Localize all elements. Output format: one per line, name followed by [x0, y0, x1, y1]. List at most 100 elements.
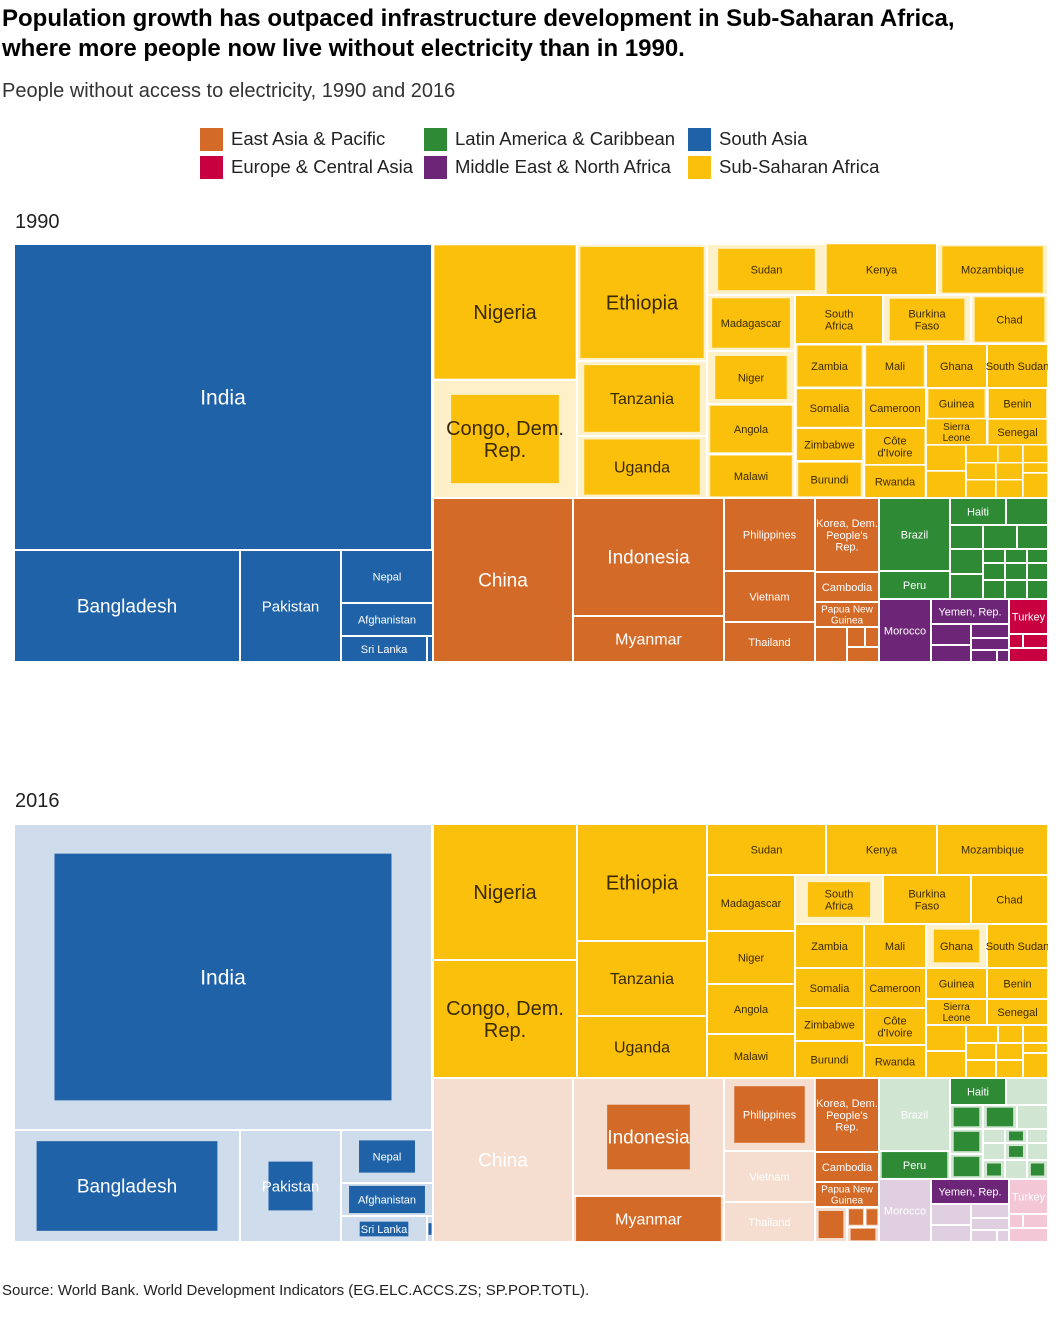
cell-fill-ssa-s1	[927, 445, 965, 471]
label-vietnam: Vietnam	[749, 591, 789, 603]
cell-mena-s5	[970, 1229, 998, 1242]
cell-bg-eca-s1	[1008, 633, 1024, 649]
label-line: Guinea	[831, 1195, 864, 1206]
cell-guinea: Guinea	[925, 967, 988, 1000]
cell-sierra-leone: Sierra Leone	[925, 998, 988, 1026]
label-line: Afghanistan	[358, 614, 416, 626]
label-line: Somalia	[810, 403, 851, 415]
cell-fill-lac-s5	[953, 1131, 980, 1152]
cell-fill-eap-s4	[850, 1228, 876, 1241]
label-line: Myanmar	[615, 1212, 682, 1229]
chart-title: Population growth has outpaced infrastru…	[2, 4, 1052, 64]
cell-morocco: Morocco	[878, 1178, 932, 1242]
cell-lac-s15	[1026, 579, 1048, 600]
cell-bg-ssa-s3	[997, 1024, 1024, 1044]
cell-bg-lac-s10	[982, 562, 1006, 581]
label-cote: Côte d'Ivoire	[877, 435, 912, 459]
cell-korea: Korea, Dem. People's Rep.	[814, 497, 880, 573]
cell-fill-lac-s3	[986, 1107, 1014, 1127]
cell-bg-cote	[863, 1007, 927, 1046]
label-sudan: Sudan	[751, 264, 783, 276]
label-nepal: Nepal	[373, 1151, 402, 1163]
cell-bg-eca-s3	[1008, 1227, 1048, 1242]
label-burkina-faso: Burkina Faso	[908, 888, 946, 912]
cell-bg-ssa-s2	[965, 1024, 999, 1044]
cell-bg-eap-s2	[846, 626, 866, 648]
cell-lac-s15	[1026, 1159, 1048, 1180]
label-line: Faso	[915, 320, 939, 332]
cell-ethiopia: Ethiopia	[576, 824, 708, 942]
cell-afghanistan: Afghanistan	[340, 602, 434, 637]
label-south-sudan: South Sudan	[986, 941, 1048, 953]
label-sri-lanka: Sri Lanka	[361, 1224, 408, 1236]
label-line: South Sudan	[986, 941, 1048, 953]
label-cambodia: Cambodia	[822, 1162, 873, 1174]
cell-bg-lac-s14	[1004, 1159, 1028, 1180]
label-afghanistan: Afghanistan	[358, 1194, 416, 1206]
legend-label: Sub-Saharan Africa	[719, 156, 880, 177]
cell-fill-guinea	[928, 389, 985, 418]
label-line: d'Ivoire	[877, 1027, 912, 1039]
cell-bg-madagascar	[706, 874, 796, 932]
cell-fill-philippines	[734, 1086, 805, 1143]
legend-swatch	[424, 127, 447, 151]
label-line: Yemen, Rep.	[938, 1186, 1001, 1198]
cell-bg-china	[432, 497, 574, 662]
label-line: Ghana	[940, 361, 974, 373]
cell-fill-sudan	[718, 248, 815, 291]
label-senegal: Senegal	[997, 427, 1037, 439]
cell-nepal: Nepal	[340, 549, 434, 604]
cell-burkina-faso: Burkina Faso	[882, 294, 972, 345]
label-mozambique: Mozambique	[961, 844, 1024, 856]
cell-peru: Peru	[878, 1150, 951, 1180]
label-cote: Côte d'Ivoire	[877, 1015, 912, 1039]
cell-pakistan: Pakistan	[239, 549, 342, 662]
label-vietnam: Vietnam	[749, 1171, 789, 1183]
cell-png: Papua New Guinea	[814, 601, 880, 628]
cell-lac-s3	[982, 524, 1018, 550]
label-line: Zambia	[811, 361, 849, 373]
cell-lac-s10	[982, 562, 1006, 581]
label-line: Nepal	[373, 1151, 402, 1163]
cell-eca-s3	[1008, 647, 1048, 662]
cell-sri-lanka: Sri Lanka	[340, 635, 428, 662]
cell-fill-angola	[710, 405, 792, 453]
label-line: Nigeria	[473, 302, 537, 324]
label-line: Burundi	[811, 1054, 849, 1066]
cell-ssa-s11	[1022, 1052, 1048, 1079]
cell-mena-s4	[970, 637, 1010, 651]
cell-bg-eca-s2	[1022, 633, 1048, 649]
label-ghana: Ghana	[940, 941, 974, 953]
label-line: Benin	[1003, 398, 1031, 410]
label-line: Brazil	[901, 529, 929, 541]
label-line: Peru	[903, 1160, 926, 1172]
cell-fill-cote	[865, 428, 925, 465]
label-line: China	[478, 1151, 528, 1172]
cell-india: India	[14, 244, 433, 551]
label-line: Pakistan	[262, 1178, 320, 1195]
label-nigeria: Nigeria	[473, 882, 537, 904]
cell-bg-eca-s3	[1008, 647, 1048, 662]
cell-south-sudan: South Sudan	[986, 923, 1048, 969]
cell-ssa-s4	[1022, 1024, 1048, 1044]
cell-bg-ssa-s5	[965, 1042, 997, 1061]
label-line: Sudan	[751, 264, 783, 276]
cell-bg-mena-s5	[970, 1229, 998, 1242]
label-chad: Chad	[996, 314, 1022, 326]
cell-malawi: Malawi	[706, 453, 796, 499]
cell-bg-lac-s13	[982, 579, 1006, 600]
legend-swatch	[688, 155, 711, 179]
cell-senegal: Senegal	[986, 418, 1048, 446]
label-line: People's	[826, 1110, 868, 1122]
label-png: Papua New Guinea	[821, 1185, 873, 1207]
cell-bg-mena-s2	[970, 623, 1010, 639]
cell-mena-s6	[996, 1229, 1010, 1242]
label-yemen: Yemen, Rep.	[938, 606, 1001, 618]
cell-cameroon: Cameroon	[863, 967, 927, 1009]
label-rwanda: Rwanda	[875, 1056, 916, 1068]
label-line: Cameroon	[869, 403, 920, 415]
cell-eap-s2	[846, 1206, 866, 1228]
label-turkey: Turkey	[1012, 1191, 1046, 1203]
label-line: Ghana	[940, 941, 974, 953]
cell-eap-s2	[846, 626, 866, 648]
